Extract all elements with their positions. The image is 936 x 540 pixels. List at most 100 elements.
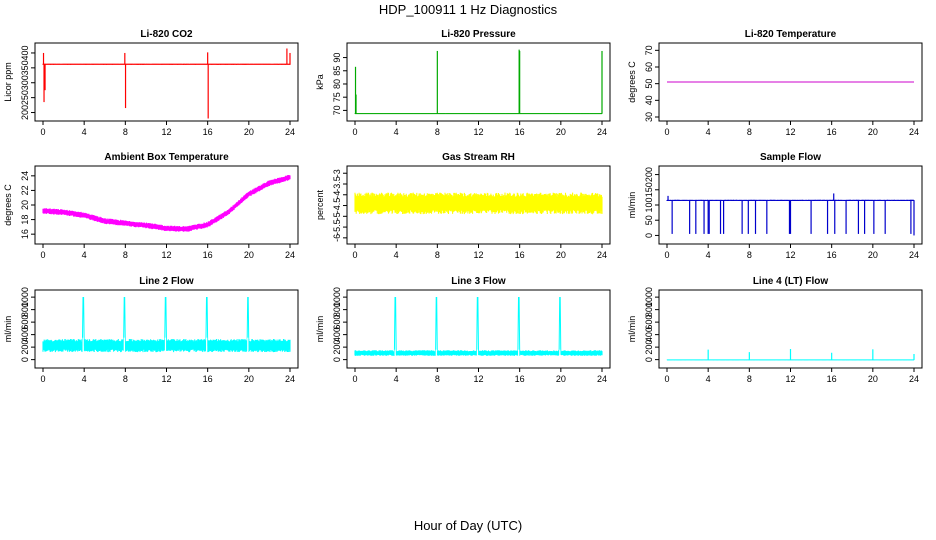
y-tick-label: 200 [644,340,654,355]
y-tick-label: 600 [332,315,342,330]
y-tick-label: 600 [644,315,654,330]
x-tick-label: 24 [597,374,607,384]
y-tick-label: -6 [332,234,342,242]
y-axis-label: ml/min [315,316,325,343]
y-tick-label: 200 [332,340,342,355]
x-tick-label: 24 [909,250,919,260]
x-tick-label: 12 [785,374,795,384]
x-tick-label: 0 [40,127,45,137]
y-tick-label: 400 [20,327,30,342]
y-axis-label: degrees C [3,184,13,226]
plot-frame [34,165,299,245]
x-tick-label: 24 [909,374,919,384]
y-tick-label: 90 [332,53,342,63]
y-tick-label: 200 [20,105,30,120]
x-tick-label: 20 [868,374,878,384]
x-tick-label: 16 [827,250,837,260]
series-ml/min [354,297,603,357]
panel-title: Line 3 Flow [451,276,506,287]
x-tick-label: 0 [664,250,669,260]
y-tick-label: 1000 [332,287,342,307]
y-tick-label: -3 [332,169,342,177]
y-tick-label: 50 [644,79,654,89]
y-tick-label: 85 [332,66,342,76]
x-tick-label: 12 [785,250,795,260]
panel-title: Li-820 CO2 [140,29,193,40]
series-percent [354,192,603,215]
x-tick-label: 0 [352,250,357,260]
x-tick-label: 20 [244,127,254,137]
x-tick-label: 0 [664,127,669,137]
x-tick-label: 16 [515,127,525,137]
x-tick-label: 8 [123,127,128,137]
panel-2: Li-820 Pressure 0 4 8 12 16 20 24 70 75 80 85 90 kPa [315,29,611,137]
series-kpa [354,49,603,115]
x-tick-label: 8 [747,250,752,260]
series-ml/min [666,349,915,361]
panel-3: Li-820 Temperature 0 4 8 12 16 20 24 30 40 50 60 70 d… [627,29,923,137]
x-axis-title: Hour of Day (UTC) [413,518,523,533]
x-tick-label: 12 [785,127,795,137]
x-tick-label: 24 [597,250,607,260]
x-tick-label: 16 [203,250,213,260]
x-tick-label: 0 [40,374,45,384]
y-tick-label: 0 [332,357,342,362]
y-tick-label: 0 [644,357,654,362]
x-tick-label: 4 [394,250,399,260]
y-tick-label: 400 [332,327,342,342]
panel-4: Ambient Box Temperature 0 4 8 12 16 20 24 16 18 20… [3,152,299,260]
panel-title: Ambient Box Temperature [104,152,229,163]
x-tick-label: 20 [556,127,566,137]
y-axis-label: degrees C [627,61,637,103]
x-tick-label: 16 [203,127,213,137]
series-licor-ppm [42,48,291,119]
x-tick-label: 12 [473,250,483,260]
x-tick-label: 0 [352,127,357,137]
y-tick-label: 200 [20,340,30,355]
y-tick-label: 300 [20,75,30,90]
x-tick-label: 16 [515,250,525,260]
x-tick-label: 12 [161,250,171,260]
y-tick-label: -5.5 [332,219,342,235]
panel-title: Line 2 Flow [139,276,194,287]
x-tick-label: 16 [515,374,525,384]
x-tick-label: 12 [473,127,483,137]
series-line [42,176,291,230]
x-tick-label: 4 [394,127,399,137]
x-tick-label: 4 [706,374,711,384]
x-tick-label: 20 [868,127,878,137]
x-tick-label: 4 [394,374,399,384]
x-tick-label: 12 [161,374,171,384]
x-tick-label: 20 [556,250,566,260]
x-tick-label: 4 [706,250,711,260]
panel-title: Gas Stream RH [442,152,515,163]
series-line [43,297,290,347]
y-tick-label: 800 [332,302,342,317]
y-axis-label: ml/min [627,316,637,343]
x-tick-label: 8 [435,250,440,260]
x-tick-label: 4 [82,374,87,384]
x-tick-label: 8 [435,127,440,137]
series-line [355,297,602,354]
y-tick-label: 400 [20,45,30,60]
y-tick-label: -5 [332,212,342,220]
y-tick-label: 80 [332,79,342,89]
x-tick-label: 24 [285,374,295,384]
x-tick-label: 24 [909,127,919,137]
x-tick-label: 20 [556,374,566,384]
plot-frame [34,42,299,122]
x-tick-label: 0 [664,374,669,384]
series-ml/min [42,297,291,354]
x-tick-label: 8 [747,374,752,384]
panel-title: Line 4 (LT) Flow [753,276,829,287]
panel-5: Gas Stream RH0 4 8 12 16 20 24-6-5.5-5-4.5-4-3… [315,152,611,260]
panel-title: Sample Flow [760,152,821,163]
y-axis-label: ml/min [3,316,13,343]
y-tick-label: 600 [20,315,30,330]
x-tick-label: 8 [123,250,128,260]
panel-9: Line 4 (LT) Flow 0 4 8 12 16 20 24 0 200400600800… [627,276,923,384]
series-ml/min [666,193,915,236]
